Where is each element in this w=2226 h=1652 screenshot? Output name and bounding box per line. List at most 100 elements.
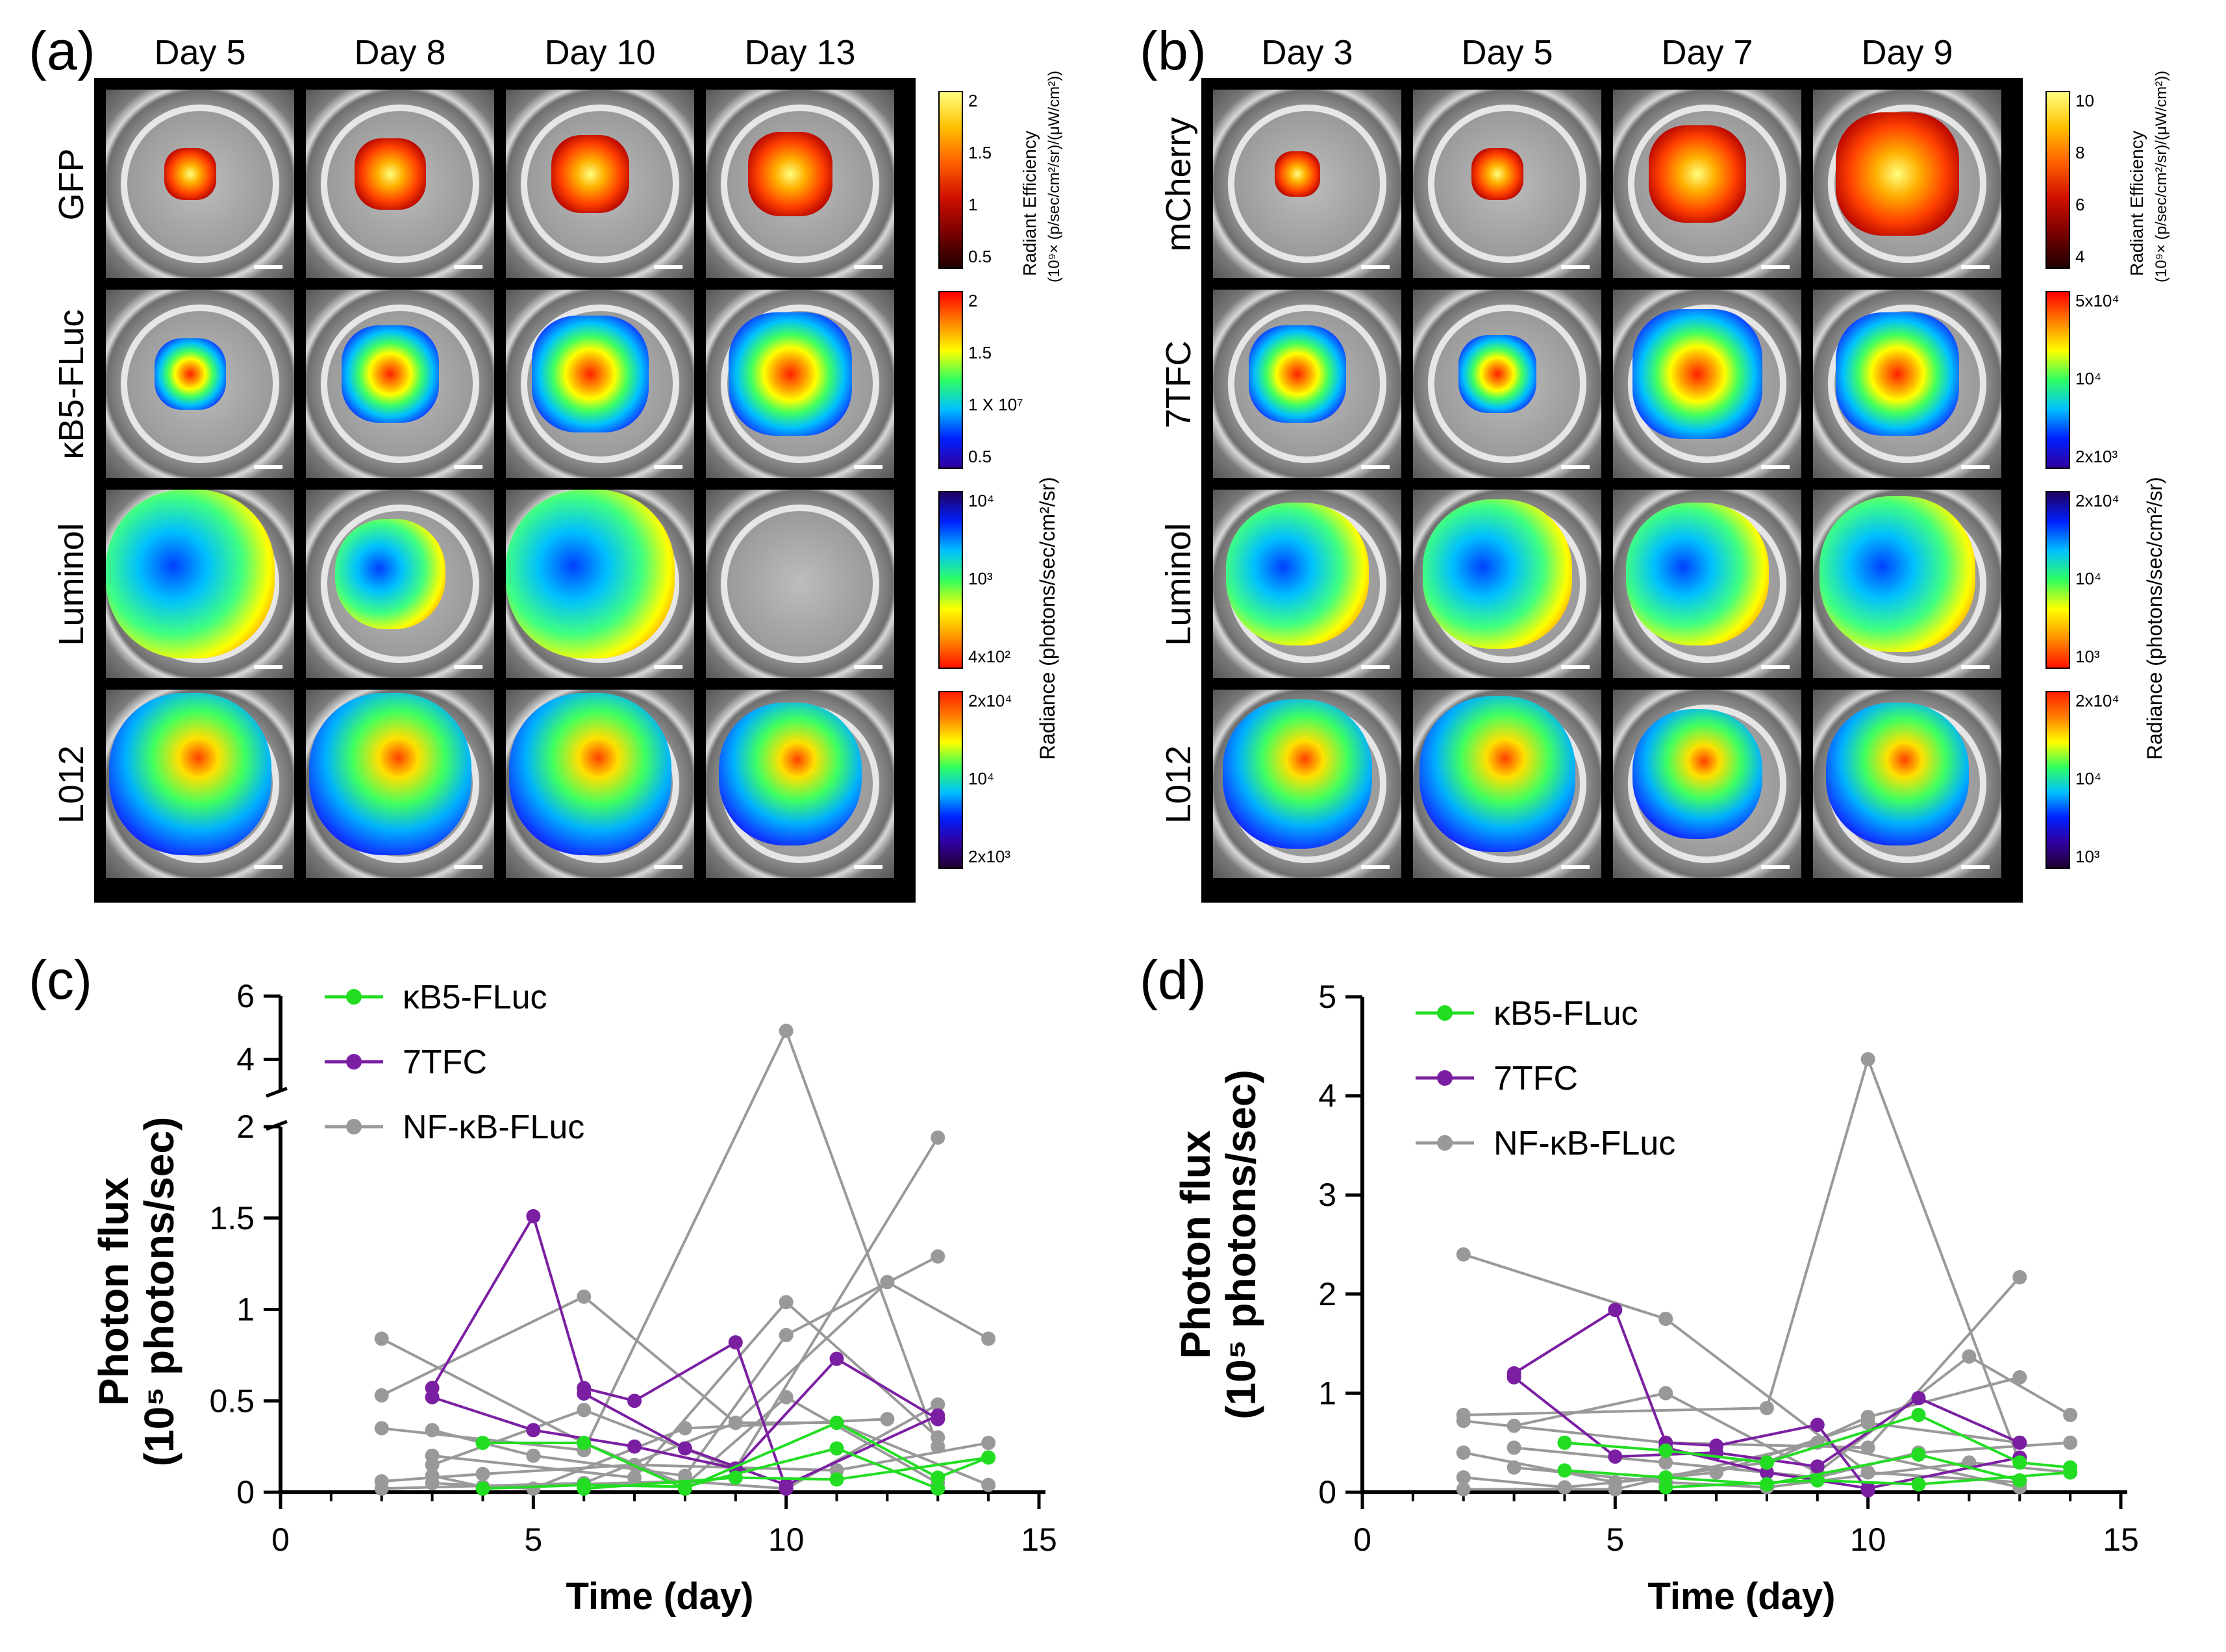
data-point xyxy=(728,1335,743,1350)
data-point xyxy=(1911,1407,1926,1422)
colorbar-tick: 4 xyxy=(2075,247,2085,266)
data-point xyxy=(677,1468,692,1483)
day-label: Day 7 xyxy=(1661,33,1753,72)
axis-break-mark xyxy=(266,1120,288,1131)
colorbar xyxy=(2045,291,2070,469)
image-cell xyxy=(706,290,894,478)
data-point xyxy=(577,1381,592,1395)
series-line xyxy=(1666,1471,2071,1489)
data-point xyxy=(1658,1470,1673,1485)
signal-overlay xyxy=(1249,325,1346,423)
signal-overlay xyxy=(1626,503,1769,645)
data-point xyxy=(829,1416,844,1431)
series-line xyxy=(1564,1413,2071,1469)
data-point xyxy=(1608,1449,1623,1464)
data-point xyxy=(779,1481,794,1496)
panel-label: (d) xyxy=(1140,949,1207,1010)
data-point xyxy=(931,1481,945,1496)
data-point xyxy=(2012,1450,2027,1465)
data-point xyxy=(526,1208,541,1223)
series-line xyxy=(1463,1421,2020,1489)
colorbar-tick: 0.5 xyxy=(968,447,992,466)
series-line xyxy=(1564,1453,2020,1486)
colorbar-tick: 4x10² xyxy=(968,647,1011,666)
legend-marker xyxy=(1437,1135,1453,1151)
y-tick-label: 4 xyxy=(236,1041,255,1077)
data-point xyxy=(931,1130,945,1145)
colorbar-tick: 10⁴ xyxy=(968,769,995,788)
data-point xyxy=(425,1457,440,1472)
colorbar-tick: 10⁴ xyxy=(2075,769,2102,788)
data-point xyxy=(526,1423,541,1438)
data-point xyxy=(1658,1443,1673,1458)
y-tick-label: 1.5 xyxy=(209,1200,255,1236)
series-line xyxy=(381,1280,990,1425)
signal-overlay xyxy=(1826,703,1969,845)
data-point xyxy=(981,1435,996,1450)
data-point xyxy=(1658,1455,1673,1470)
data-point xyxy=(425,1390,440,1405)
series-line xyxy=(432,1418,888,1490)
data-point xyxy=(728,1461,743,1476)
y-axis-label-units: (10⁵ photons/sec) xyxy=(1218,1070,1264,1420)
series-line xyxy=(584,1456,989,1490)
legend-marker xyxy=(1437,1005,1453,1021)
series-line xyxy=(432,1255,939,1477)
image-cell xyxy=(306,290,494,478)
day-label: Day 3 xyxy=(1261,33,1353,72)
data-point xyxy=(1962,1455,1977,1470)
data-point xyxy=(1456,1247,1471,1262)
x-axis-label: Time (day) xyxy=(566,1575,753,1618)
data-point xyxy=(1507,1460,1521,1475)
image-cell xyxy=(1813,290,2001,478)
legend-marker xyxy=(346,989,362,1005)
row-label: L012 xyxy=(52,745,91,824)
data-point xyxy=(728,1470,743,1485)
series-line xyxy=(431,1136,939,1470)
signal-overlay xyxy=(155,338,226,410)
axis-break-mark xyxy=(266,1086,288,1098)
data-point xyxy=(1860,1410,1875,1425)
data-point xyxy=(880,1275,895,1290)
y-tick-label: 0 xyxy=(236,1474,255,1510)
y-tick-label: 2 xyxy=(1318,1276,1336,1312)
data-point xyxy=(981,1331,996,1346)
image-cell xyxy=(506,90,694,278)
data-point xyxy=(677,1421,692,1436)
data-point xyxy=(829,1463,844,1478)
image-cell xyxy=(706,690,894,878)
data-point xyxy=(1456,1407,1471,1422)
chart-d: (d) 0 5 10 15 0 1 2 3 4 5 Time (day) Photon flux(10⁵… xyxy=(1140,949,2139,1618)
signal-overlay xyxy=(719,703,862,845)
colorbar-tick: 6 xyxy=(2075,195,2085,214)
data-point xyxy=(1456,1414,1471,1429)
y-tick-label: 5 xyxy=(1318,979,1336,1015)
image-cell xyxy=(506,690,694,878)
colorbar-tick: 10⁴ xyxy=(2075,369,2102,388)
signal-overlay xyxy=(748,132,832,216)
data-point xyxy=(1658,1386,1673,1401)
x-tick-label: 15 xyxy=(2103,1521,2139,1558)
data-point xyxy=(1456,1445,1471,1460)
legend-marker xyxy=(1437,1070,1453,1086)
panel-b-image-grid xyxy=(1201,78,2023,903)
data-point xyxy=(677,1477,692,1492)
signal-overlay xyxy=(106,490,275,658)
y-axis-label: Photon flux xyxy=(90,1177,137,1406)
colorbar xyxy=(2045,91,2070,269)
day-label: Day 8 xyxy=(354,33,446,72)
x-tick-label: 5 xyxy=(524,1521,542,1558)
colorbar-tick: 0.5 xyxy=(968,247,992,266)
colorbar-subtitle: (10⁹× (p/sec/cm²/sr)/(μW/cm²)) xyxy=(2153,70,2170,282)
colorbar-tick: 1.5 xyxy=(968,343,992,362)
series-line xyxy=(381,1337,939,1487)
colorbar-tick: 5x10⁴ xyxy=(2075,291,2120,310)
series-line xyxy=(1514,1441,2071,1479)
colorbar xyxy=(938,291,963,469)
image-cell xyxy=(706,490,894,678)
colorbar-tick: 2x10³ xyxy=(2075,447,2118,466)
data-point xyxy=(2012,1270,2027,1284)
data-point xyxy=(577,1481,592,1496)
data-point xyxy=(1709,1465,1724,1480)
data-point xyxy=(627,1394,642,1408)
